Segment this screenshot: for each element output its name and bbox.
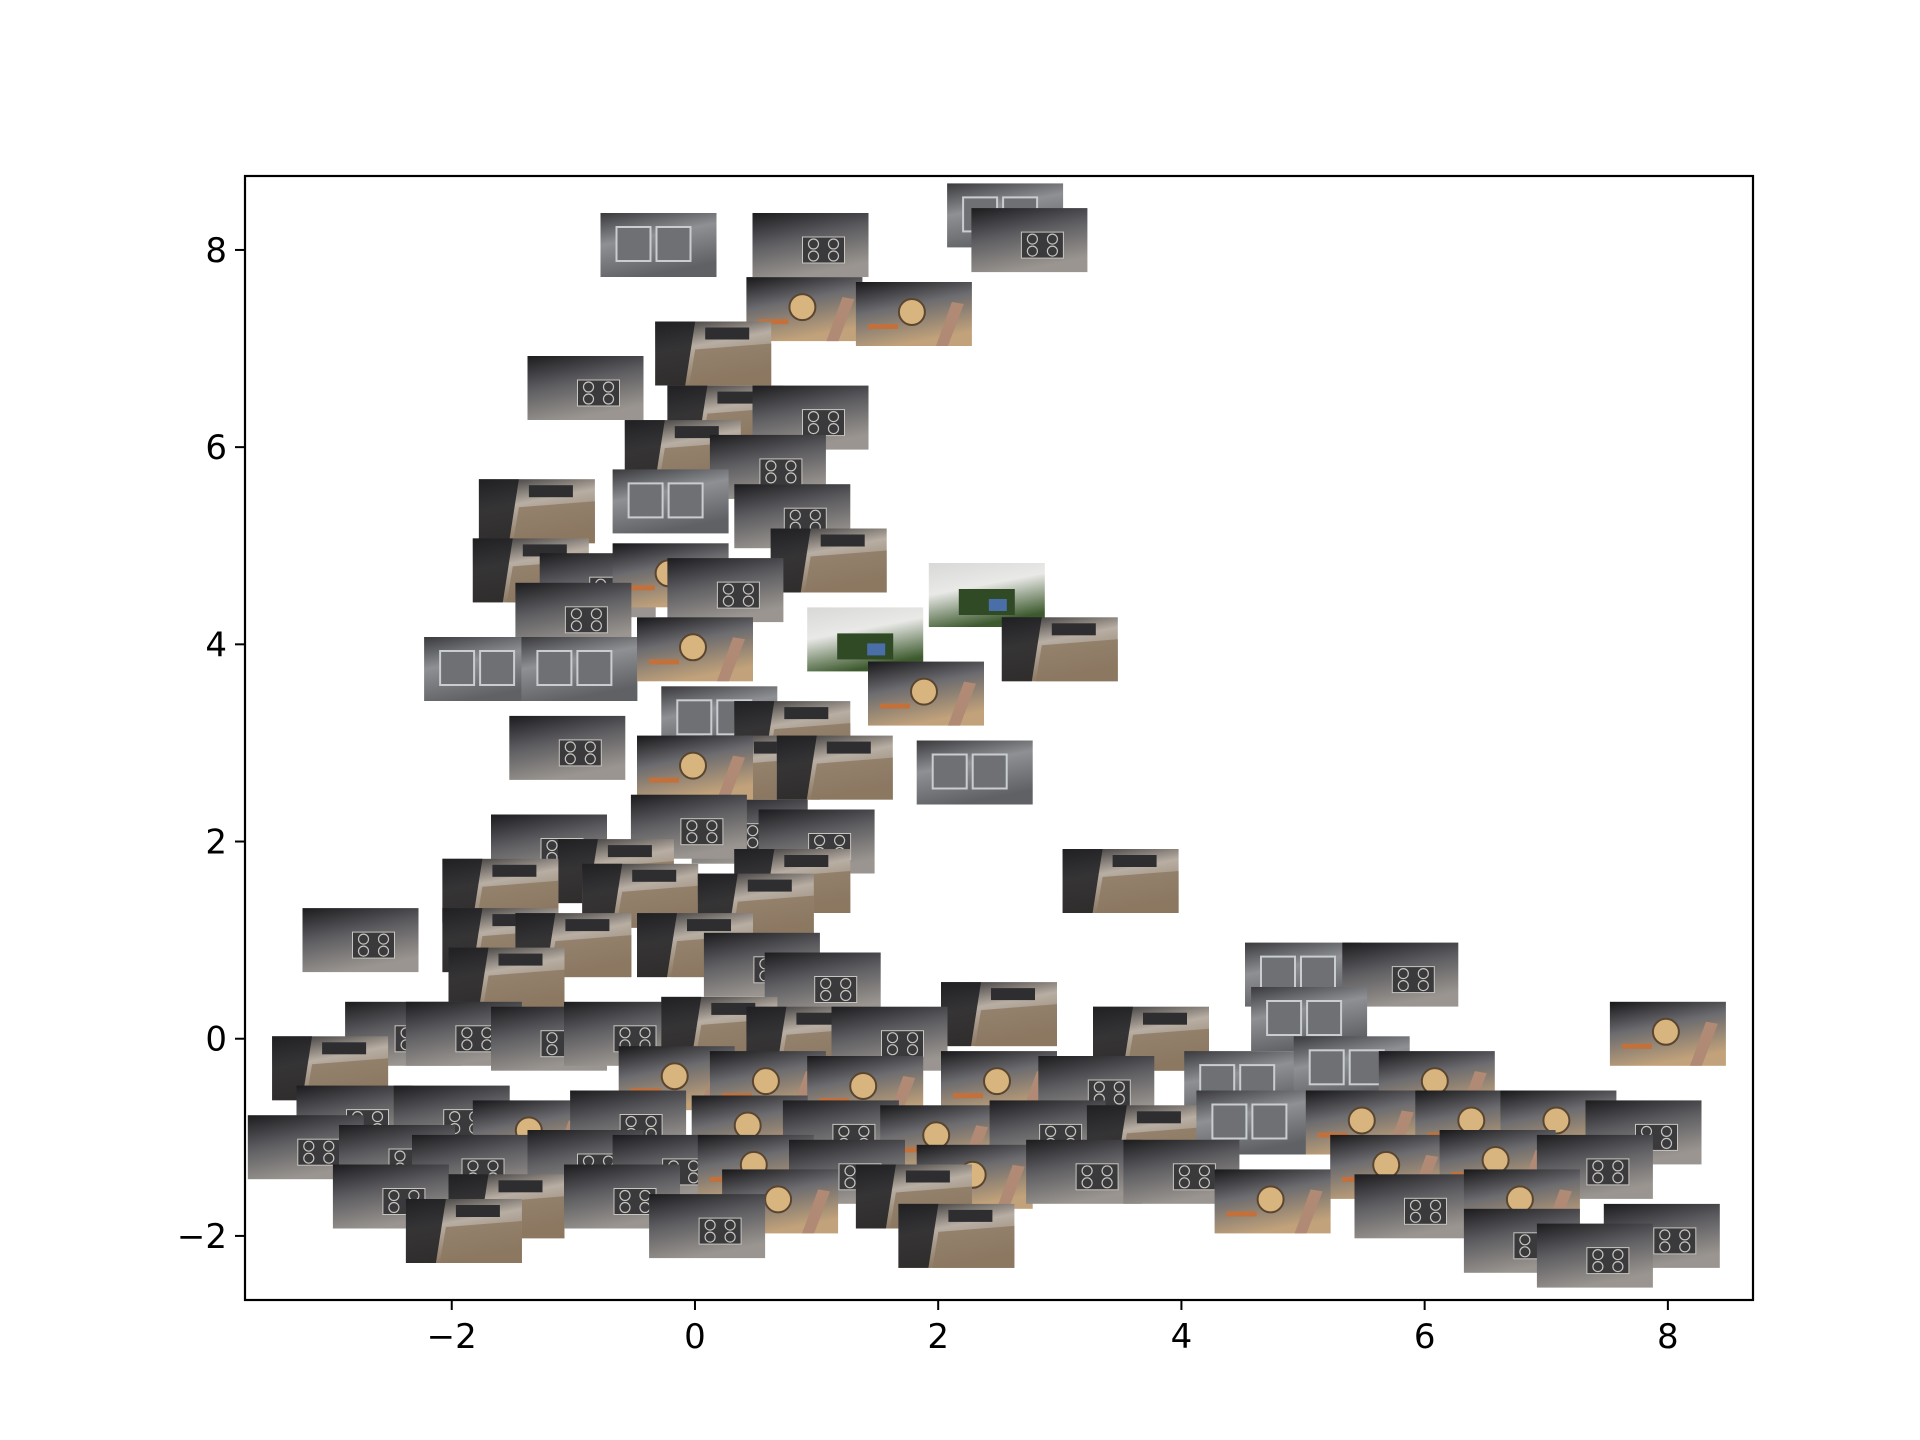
y-tick-label: 2 xyxy=(205,823,227,863)
frame-thumbnail-floor xyxy=(405,1199,522,1263)
frame-thumbnail-floor xyxy=(478,479,595,544)
x-tick-label: 4 xyxy=(1171,1317,1193,1357)
frame-thumbnail-floor xyxy=(776,735,893,800)
frame-thumbnail-stove xyxy=(752,213,869,277)
y-tick-label: 0 xyxy=(205,1020,227,1060)
frame-thumbnail-floor xyxy=(1062,849,1179,913)
x-tick-label: 0 xyxy=(684,1317,706,1357)
thumbnail-layer xyxy=(247,183,1726,1288)
frame-thumbnail-floor xyxy=(770,528,887,593)
frame-thumbnail-stove xyxy=(649,1194,766,1259)
frame-thumbnail-pan xyxy=(1609,1001,1726,1066)
frame-thumbnail-stove xyxy=(971,208,1088,273)
frame-thumbnail-pan xyxy=(637,735,753,800)
frame-thumbnail-fridge xyxy=(807,607,924,672)
frame-thumbnail-fridge xyxy=(928,563,1045,627)
x-tick-label: 2 xyxy=(927,1317,949,1357)
frame-thumbnail-sink xyxy=(1196,1090,1313,1155)
frame-thumbnail-stove xyxy=(764,952,881,1017)
frame-thumbnail-stove xyxy=(515,582,632,647)
x-tick-label: 8 xyxy=(1657,1317,1679,1357)
frame-thumbnail-stove xyxy=(509,715,626,780)
frame-thumbnail-sink xyxy=(521,637,638,701)
x-tick-label: 6 xyxy=(1414,1317,1436,1357)
frame-thumbnail-floor xyxy=(655,321,772,386)
plot-frame xyxy=(243,174,1755,1302)
frame-thumbnail-sink xyxy=(424,637,541,701)
frame-thumbnail-stove xyxy=(1536,1223,1653,1288)
x-axis: −2 0 2 4 6 8 xyxy=(427,1300,1679,1357)
frame-thumbnail-sink xyxy=(600,213,717,277)
frame-thumbnail-floor xyxy=(941,982,1057,1047)
y-tick-label: −2 xyxy=(177,1217,227,1257)
frame-thumbnail-stove xyxy=(1354,1174,1471,1239)
y-axis: −2 0 2 4 6 8 xyxy=(177,231,245,1257)
frame-thumbnail-sink xyxy=(916,740,1033,805)
frame-thumbnail-pan xyxy=(1214,1169,1331,1234)
frame-thumbnail-pan xyxy=(637,617,753,682)
frame-thumbnail-floor xyxy=(898,1203,1015,1268)
frame-thumbnail-stove xyxy=(527,356,644,420)
frame-thumbnail-stove xyxy=(667,558,784,623)
y-tick-label: 4 xyxy=(205,625,227,665)
frame-thumbnail-sink xyxy=(612,469,729,534)
frame-thumbnail-floor xyxy=(1001,617,1118,682)
frame-thumbnail-floor xyxy=(448,947,565,1012)
frame-thumbnail-stove xyxy=(1026,1139,1143,1204)
frame-thumbnail-pan xyxy=(868,661,984,726)
x-tick-label: −2 xyxy=(427,1317,477,1357)
y-tick-label: 6 xyxy=(205,428,227,468)
frame-thumbnail-pan xyxy=(855,282,972,346)
frame-thumbnail-stove xyxy=(302,908,419,973)
y-tick-label: 8 xyxy=(205,231,227,271)
